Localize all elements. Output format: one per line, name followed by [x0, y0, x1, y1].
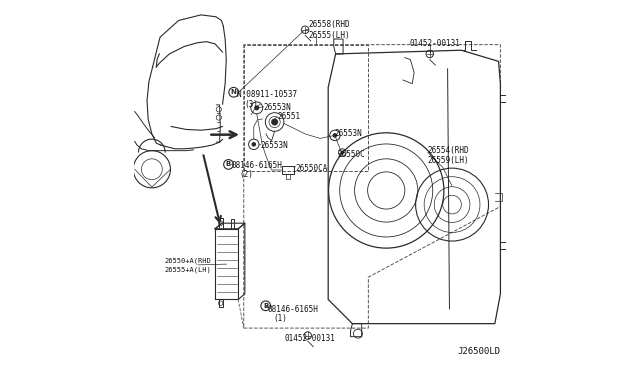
Text: 26558(RHD: 26558(RHD [308, 20, 349, 29]
Text: N 08911-10537: N 08911-10537 [237, 90, 298, 99]
Text: 01452-00131: 01452-00131 [410, 39, 460, 48]
Text: (3): (3) [245, 100, 259, 109]
Text: 26550+A(RHD: 26550+A(RHD [164, 257, 211, 264]
Text: 26550CA: 26550CA [296, 164, 328, 173]
Text: 26559(LH): 26559(LH) [428, 156, 470, 165]
Text: 26551: 26551 [277, 112, 300, 121]
Circle shape [272, 119, 277, 125]
Text: 26553N: 26553N [264, 103, 291, 112]
Text: 01452-00131: 01452-00131 [285, 334, 335, 343]
Text: 26555+A(LH): 26555+A(LH) [164, 266, 211, 273]
Text: 26555(LH): 26555(LH) [308, 31, 349, 40]
Text: 08146-6165H: 08146-6165H [267, 305, 318, 314]
Text: 08146-6165H: 08146-6165H [232, 161, 282, 170]
Text: 26550C: 26550C [338, 150, 365, 159]
Text: B: B [263, 303, 268, 309]
Circle shape [255, 106, 259, 110]
Text: 26553N: 26553N [335, 129, 363, 138]
Circle shape [333, 134, 337, 137]
Text: (2): (2) [239, 170, 253, 179]
Text: N: N [230, 89, 236, 95]
Text: (1): (1) [274, 314, 288, 323]
Text: J26500LD: J26500LD [458, 347, 500, 356]
Text: 26553N: 26553N [260, 141, 288, 150]
Circle shape [341, 151, 344, 154]
Text: 26554(RHD: 26554(RHD [428, 146, 470, 155]
Text: B: B [226, 161, 231, 167]
Circle shape [252, 143, 255, 146]
